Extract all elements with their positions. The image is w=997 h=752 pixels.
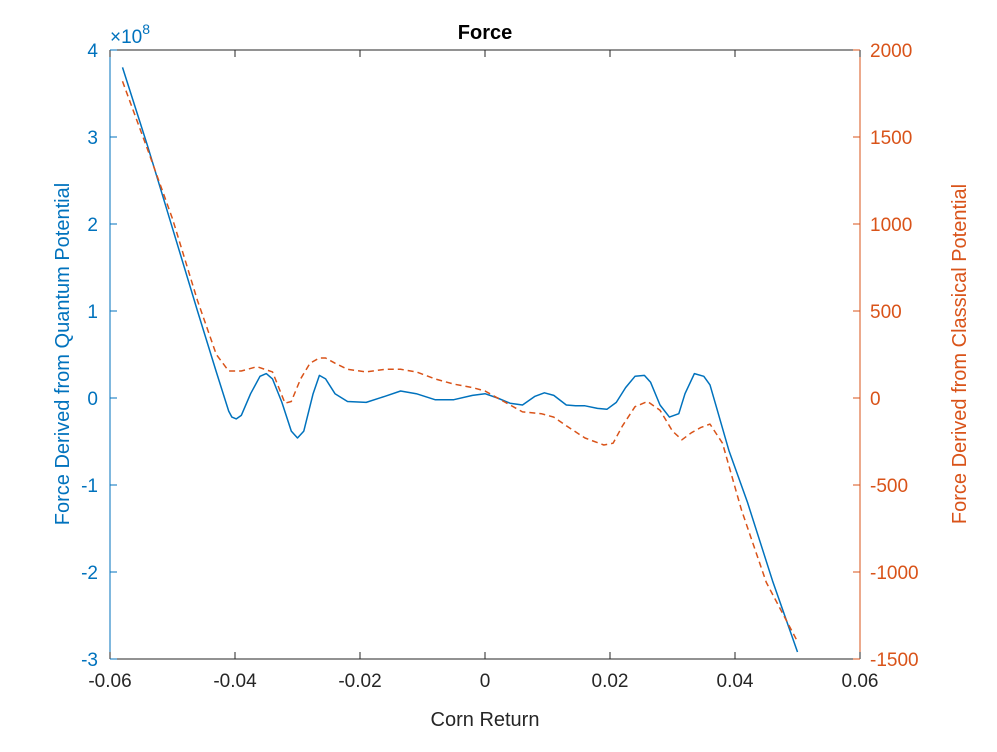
left-axis-exponent-label: ×108 bbox=[110, 21, 150, 48]
x-tick-label: -0.02 bbox=[338, 671, 381, 692]
quantum-force-line bbox=[121, 67, 799, 653]
left-y-tick-label: -2 bbox=[81, 563, 98, 584]
left-y-tick-label: -3 bbox=[81, 650, 98, 671]
x-tick-label: 0.06 bbox=[842, 671, 879, 692]
left-y-axis-title: Force Derived from Quantum Potential bbox=[52, 183, 74, 525]
right-y-tick-label: -500 bbox=[870, 476, 908, 497]
exponent-prefix: ×10 bbox=[110, 27, 142, 48]
left-y-tick-label: 0 bbox=[87, 389, 98, 410]
right-y-tick-label: 500 bbox=[870, 302, 902, 323]
right-y-tick-label: 2000 bbox=[870, 41, 912, 62]
series-layer bbox=[121, 67, 799, 653]
x-axis-title: Corn Return bbox=[431, 709, 540, 731]
axes-layer: -0.06 -0.04 -0.02 0 0.02 0.04 0.06 -3 -2 -1 0 1 2 3 4 -… bbox=[81, 41, 919, 692]
x-tick-label: 0 bbox=[480, 671, 491, 692]
right-y-tick-label: -1500 bbox=[870, 650, 919, 671]
right-y-axis-title: Force Derived from Classical Potential bbox=[949, 184, 971, 524]
classical-force-line bbox=[121, 81, 799, 642]
left-y-tick-label: -1 bbox=[81, 476, 98, 497]
chart-title: Force bbox=[458, 22, 512, 44]
right-y-tick-label: 1000 bbox=[870, 215, 912, 236]
left-y-tick-label: 3 bbox=[87, 128, 98, 149]
left-y-tick-label: 4 bbox=[87, 41, 98, 62]
x-tick-label: 0.04 bbox=[717, 671, 754, 692]
x-tick-label: 0.02 bbox=[592, 671, 629, 692]
exponent-value: 8 bbox=[142, 21, 150, 37]
right-y-tick-label: 0 bbox=[870, 389, 881, 410]
right-y-tick-label: 1500 bbox=[870, 128, 912, 149]
left-y-tick-label: 1 bbox=[87, 302, 98, 323]
left-y-tick-label: 2 bbox=[87, 215, 98, 236]
x-tick-label: -0.04 bbox=[213, 671, 257, 692]
right-y-tick-label: -1000 bbox=[870, 563, 919, 584]
plot-area bbox=[110, 50, 860, 659]
x-tick-label: -0.06 bbox=[88, 671, 131, 692]
